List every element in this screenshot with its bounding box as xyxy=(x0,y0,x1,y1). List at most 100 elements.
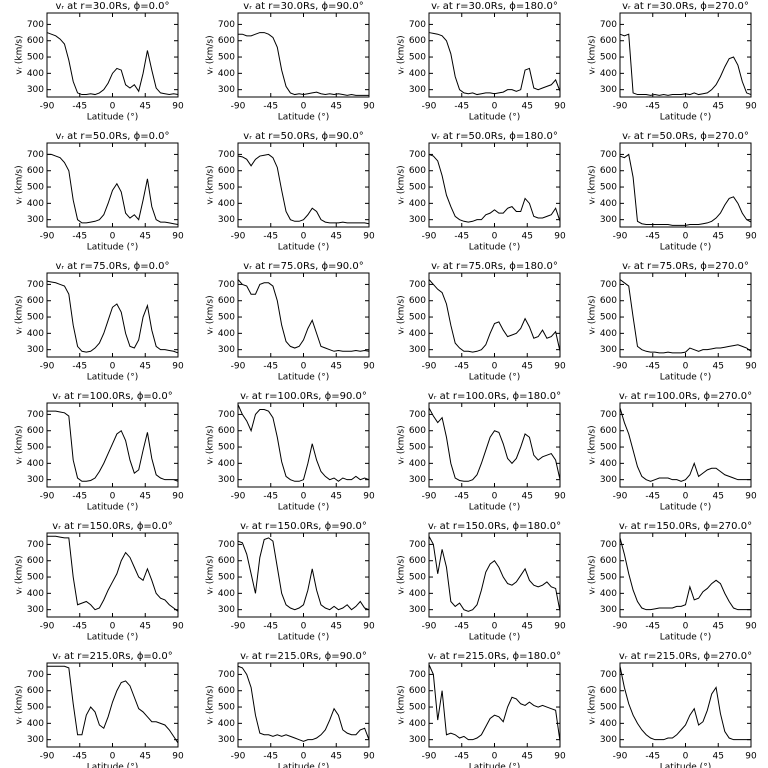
y-tick-label: 500 xyxy=(27,573,44,583)
x-tick-label: -90 xyxy=(613,492,628,502)
y-tick-label: 400 xyxy=(600,459,617,469)
x-tick-label: -90 xyxy=(231,752,246,762)
x-tick-label: 45 xyxy=(140,492,151,502)
x-tick-label: -90 xyxy=(231,232,246,242)
plot-frame xyxy=(619,662,752,748)
y-tick-label: 700 xyxy=(27,540,44,550)
y-tick-label: 400 xyxy=(409,589,426,599)
x-tick-label: -90 xyxy=(613,622,628,632)
y-tick-label: 600 xyxy=(218,556,235,566)
x-axis-label: Latitude (°) xyxy=(87,113,138,123)
y-tick-label: 500 xyxy=(600,573,617,583)
x-tick-label: 0 xyxy=(683,362,689,372)
y-tick-label: 300 xyxy=(600,605,617,615)
y-tick-label: 500 xyxy=(218,573,235,583)
x-tick-label: 90 xyxy=(172,362,184,372)
x-tick-label: 0 xyxy=(110,102,116,112)
x-tick-label: -45 xyxy=(454,622,469,632)
x-tick-label: -45 xyxy=(72,362,87,372)
x-axis-label: Latitude (°) xyxy=(278,243,329,253)
x-tick-label: 0 xyxy=(301,752,307,762)
y-tick-label: 300 xyxy=(27,605,44,615)
data-line xyxy=(237,665,370,742)
y-tick-label: 400 xyxy=(600,719,617,729)
y-tick-label: 700 xyxy=(27,20,44,30)
data-line xyxy=(619,666,751,741)
y-axis-label: vᵣ (km/s) xyxy=(206,295,216,334)
y-tick-label: 600 xyxy=(409,686,426,696)
y-tick-label: 300 xyxy=(600,735,617,745)
plot-frame xyxy=(619,142,752,228)
x-tick-label: -90 xyxy=(231,362,246,372)
y-tick-label: 700 xyxy=(409,20,426,30)
y-tick-label: 700 xyxy=(218,280,235,290)
y-tick-label: 500 xyxy=(218,53,235,63)
y-tick-label: 600 xyxy=(218,36,235,46)
data-line xyxy=(237,153,370,225)
x-tick-label: 90 xyxy=(363,622,375,632)
panel-title: vᵣ at r=215.0Rs, ϕ=90.0° xyxy=(240,651,367,662)
y-tick-label: 600 xyxy=(218,426,235,436)
x-tick-label: 45 xyxy=(331,622,342,632)
x-tick-label: -90 xyxy=(40,102,55,112)
x-tick-label: 0 xyxy=(683,622,689,632)
x-tick-label: -45 xyxy=(72,752,87,762)
panel-title: vᵣ at r=30.0Rs, ϕ=270.0° xyxy=(622,1,749,12)
x-tick-label: 0 xyxy=(683,492,689,502)
y-axis-label: vᵣ (km/s) xyxy=(206,425,216,464)
x-tick-label: 90 xyxy=(172,492,184,502)
x-tick-label: 45 xyxy=(522,232,533,242)
x-axis-label: Latitude (°) xyxy=(660,243,711,253)
data-line xyxy=(428,279,561,353)
y-tick-label: 700 xyxy=(600,410,617,420)
x-tick-label: -45 xyxy=(645,102,660,112)
y-tick-label: 400 xyxy=(27,459,44,469)
x-tick-label: 90 xyxy=(172,622,184,632)
y-tick-label: 300 xyxy=(600,475,617,485)
x-tick-label: -90 xyxy=(40,232,55,242)
plot-frame xyxy=(237,12,370,98)
x-tick-label: 90 xyxy=(363,232,375,242)
data-line xyxy=(47,410,179,482)
x-tick-label: -45 xyxy=(645,622,660,632)
x-tick-label: 45 xyxy=(331,102,342,112)
y-tick-label: 500 xyxy=(409,313,426,323)
x-tick-label: 0 xyxy=(492,102,498,112)
x-tick-label: 90 xyxy=(172,102,184,112)
data-line xyxy=(47,535,179,612)
plot-frame xyxy=(428,142,561,228)
x-axis-label: Latitude (°) xyxy=(278,633,329,643)
y-tick-label: 500 xyxy=(600,53,617,63)
y-tick-label: 700 xyxy=(218,410,235,420)
x-axis-label: Latitude (°) xyxy=(469,243,520,253)
y-tick-label: 400 xyxy=(409,719,426,729)
y-tick-label: 400 xyxy=(600,329,617,339)
y-axis-label: vᵣ (km/s) xyxy=(206,165,216,204)
y-tick-label: 300 xyxy=(27,85,44,95)
x-tick-label: -45 xyxy=(454,102,469,112)
y-tick-label: 600 xyxy=(600,426,617,436)
x-tick-label: 90 xyxy=(745,622,757,632)
plot-frame xyxy=(428,532,561,618)
y-axis-label: vᵣ (km/s) xyxy=(15,555,25,594)
y-tick-label: 400 xyxy=(27,589,44,599)
y-tick-label: 600 xyxy=(27,686,44,696)
x-tick-label: 0 xyxy=(110,362,116,372)
x-tick-label: -45 xyxy=(263,492,278,502)
x-tick-label: -45 xyxy=(645,492,660,502)
x-axis-label: Latitude (°) xyxy=(660,503,711,513)
y-tick-label: 300 xyxy=(218,605,235,615)
x-axis-label: Latitude (°) xyxy=(469,373,520,383)
plot-frame xyxy=(619,12,752,98)
y-tick-label: 400 xyxy=(409,329,426,339)
y-tick-label: 300 xyxy=(409,605,426,615)
y-tick-label: 500 xyxy=(218,313,235,323)
data-line xyxy=(428,407,561,482)
y-tick-label: 400 xyxy=(600,199,617,209)
x-tick-label: -90 xyxy=(422,362,437,372)
y-tick-label: 400 xyxy=(409,199,426,209)
data-line xyxy=(619,537,751,611)
x-tick-label: -45 xyxy=(72,492,87,502)
x-axis-label: Latitude (°) xyxy=(469,113,520,123)
